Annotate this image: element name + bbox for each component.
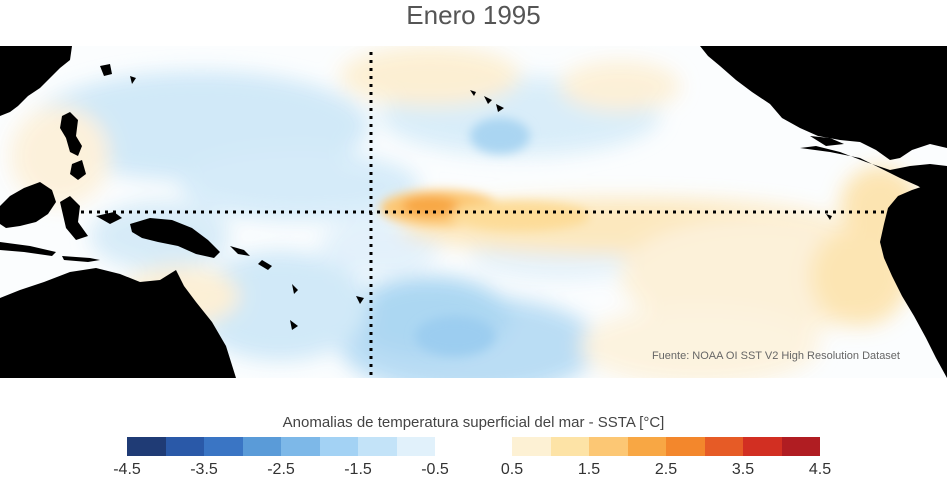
colorbar-tick-label: 2.5	[654, 461, 678, 478]
colorbar-tick-label: -4.5	[113, 461, 141, 478]
colorbar-segment	[781, 437, 820, 456]
colorbar-segment	[396, 437, 435, 456]
colorbar-tick-label: 3.5	[731, 461, 755, 478]
colorbar-segment	[473, 437, 512, 456]
colorbar-title: Anomalias de temperatura superficial del…	[282, 414, 665, 431]
colorbar-segment	[743, 437, 782, 456]
map-title: Enero 1995	[406, 0, 541, 30]
data-source-credit: Fuente: NOAA OI SST V2 High Resolution D…	[651, 350, 900, 362]
colorbar-tick-label: -2.5	[267, 461, 295, 478]
colorbar-segment	[704, 437, 743, 456]
colorbar-segment	[204, 437, 243, 456]
map-canvas	[0, 46, 947, 378]
sst-anomaly-map	[0, 46, 947, 378]
colorbar-segment	[281, 437, 320, 456]
colorbar-segment	[165, 437, 204, 456]
colorbar-tick-labels: -4.5 -3.5 -2.5 -1.5 -0.5 0.5 1.5 2.5 3.5 4.5	[113, 461, 831, 481]
colorbar-tick-label: -1.5	[344, 461, 372, 478]
colorbar-segment	[358, 437, 397, 456]
colorbar-segment	[127, 437, 166, 456]
colorbar-segment	[589, 437, 628, 456]
colorbar-tick-label: 4.5	[808, 461, 832, 478]
colorbar-segment	[512, 437, 551, 456]
colorbar-segment	[319, 437, 358, 456]
colorbar-tick-label: -0.5	[421, 461, 449, 478]
colorbar-segment	[550, 437, 589, 456]
land-masses	[0, 46, 947, 378]
colorbar-tick-label: 1.5	[577, 461, 601, 478]
colorbar-segment	[242, 437, 281, 456]
colorbar	[127, 437, 820, 456]
colorbar-segment	[666, 437, 705, 456]
colorbar-tick-label: -3.5	[190, 461, 218, 478]
colorbar-segment	[627, 437, 666, 456]
guide-lines	[65, 52, 885, 378]
colorbar-segment	[435, 437, 474, 456]
colorbar-tick-label: 0.5	[500, 461, 524, 478]
